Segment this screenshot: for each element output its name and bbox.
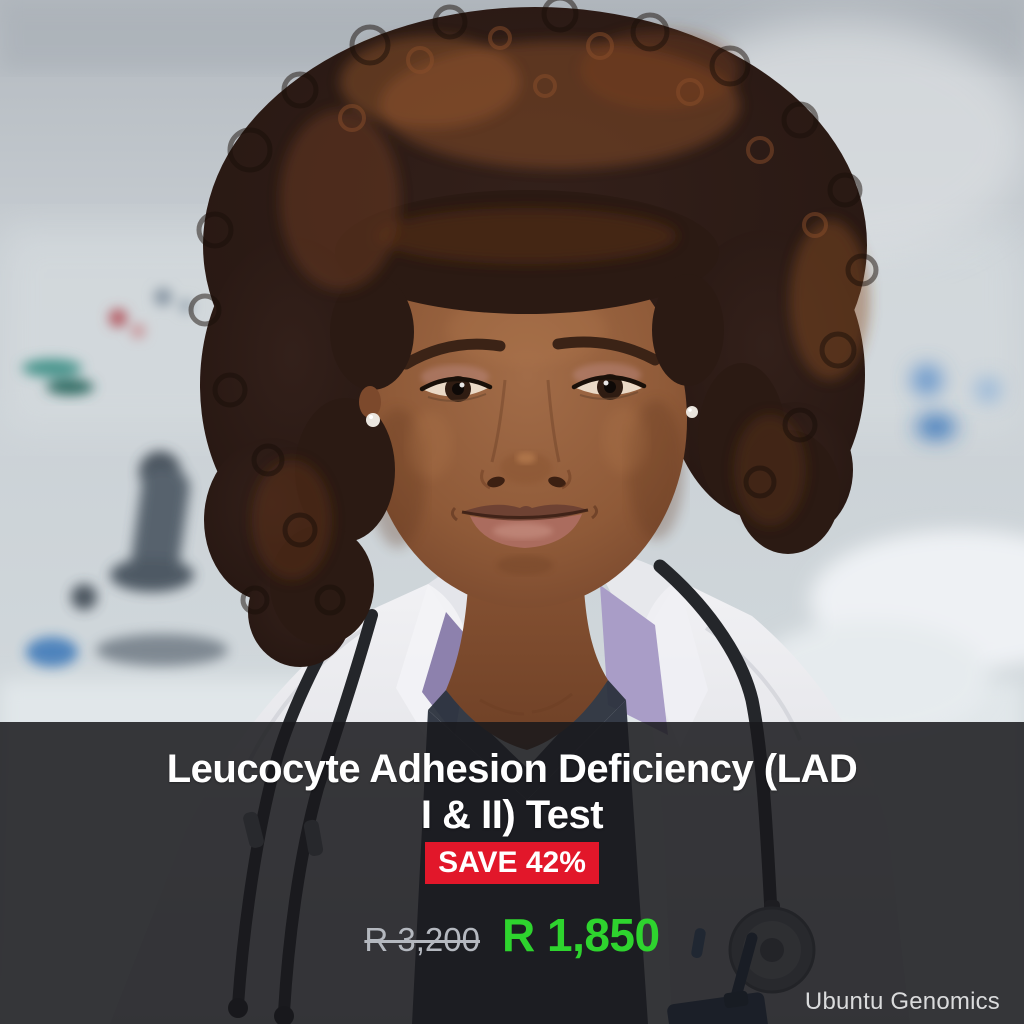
shelf-items xyxy=(22,288,193,395)
eyes xyxy=(419,374,647,402)
overlay-panel: Leucocyte Adhesion Deficiency (LAD I & I… xyxy=(0,722,1024,1024)
microscope xyxy=(26,451,228,667)
hair-front xyxy=(188,0,879,645)
brand-name: Ubuntu Genomics xyxy=(804,988,1000,1015)
original-price: R 3,200 xyxy=(364,921,480,958)
eyebrows xyxy=(400,338,506,370)
product-title-line2: I & II) Test xyxy=(420,793,604,837)
lips xyxy=(450,504,599,575)
product-title: Leucocyte Adhesion Deficiency (LAD I & I… xyxy=(167,746,858,838)
save-badge: SAVE 42% xyxy=(425,842,599,884)
face xyxy=(367,232,687,608)
nose xyxy=(480,379,572,490)
product-title-line1: Leucocyte Adhesion Deficiency (LAD xyxy=(166,747,858,791)
lab-counter-right xyxy=(750,365,1024,740)
sale-price: R 1,850 xyxy=(501,909,660,961)
price-row: R 3,200 R 1,850 xyxy=(364,908,660,962)
earrings xyxy=(359,386,698,427)
